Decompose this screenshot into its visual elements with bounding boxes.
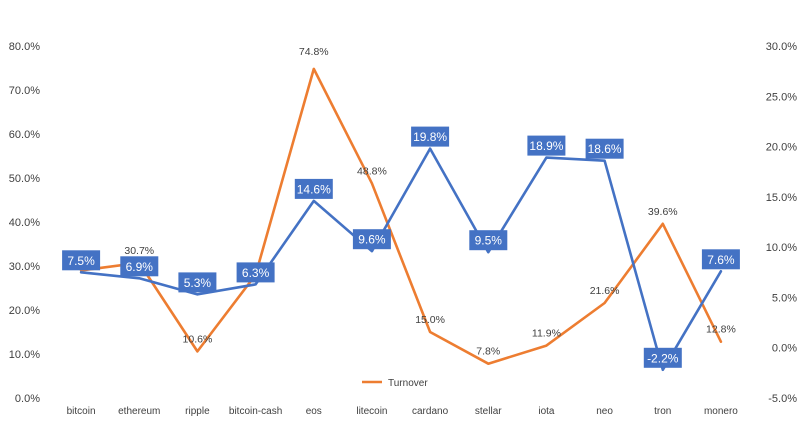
x-tick-label: bitcoin-cash bbox=[229, 406, 282, 417]
x-tick-label: ripple bbox=[185, 406, 210, 417]
y-right-tick-label: 25.0% bbox=[766, 91, 797, 103]
x-tick-label: litecoin bbox=[356, 406, 387, 417]
return-data-label-box bbox=[527, 135, 566, 156]
y-left-tick-label: 30.0% bbox=[9, 261, 40, 273]
return-data-label-box bbox=[585, 138, 624, 159]
turnover-data-label: 12.8% bbox=[706, 324, 736, 336]
turnover-data-label: 11.9% bbox=[532, 328, 561, 340]
return-data-label: 7.6% bbox=[707, 253, 735, 267]
x-tick-label: iota bbox=[538, 406, 555, 417]
turnover-data-label: 10.6% bbox=[183, 333, 213, 345]
x-tick-label: ethereum bbox=[118, 406, 160, 417]
return-data-label: 18.9% bbox=[529, 139, 563, 153]
return-data-label-box bbox=[352, 229, 391, 250]
x-tick-label: cardano bbox=[412, 406, 449, 417]
turnover-data-label: 7.8% bbox=[476, 346, 500, 358]
return-data-label: 19.8% bbox=[413, 130, 447, 144]
turnover-data-label: 74.8% bbox=[299, 46, 329, 58]
return-data-label-box bbox=[178, 272, 217, 293]
turnover-data-label: 21.6% bbox=[590, 285, 620, 297]
return-data-label-box bbox=[411, 126, 450, 147]
return-data-label: -2.2% bbox=[647, 351, 679, 365]
y-left-tick-label: 0.0% bbox=[15, 393, 40, 405]
turnover-data-label: 15.0% bbox=[415, 314, 445, 326]
return-data-label-box bbox=[236, 262, 275, 283]
return-data-label: 14.6% bbox=[297, 182, 331, 196]
turnover-line bbox=[79, 67, 723, 366]
turnover-data-label: 48.8% bbox=[357, 165, 387, 177]
return-data-label-box bbox=[120, 256, 159, 277]
turnover-data-label: 30.7% bbox=[124, 245, 154, 257]
return-data-label-box bbox=[294, 178, 333, 199]
y-left-tick-label: 60.0% bbox=[9, 129, 40, 141]
x-tick-label: bitcoin bbox=[67, 406, 96, 417]
return-data-label-box bbox=[469, 230, 508, 251]
y-right-tick-label: 10.0% bbox=[766, 242, 797, 254]
y-left-tick-label: 80.0% bbox=[9, 41, 40, 53]
x-tick-label: stellar bbox=[475, 406, 502, 417]
return-data-label: 6.3% bbox=[242, 266, 270, 280]
x-tick-label: monero bbox=[704, 406, 738, 417]
return-data-label: 9.5% bbox=[475, 234, 503, 248]
legend-label-turnover: Turnover bbox=[388, 378, 428, 389]
y-right-tick-label: 20.0% bbox=[766, 142, 797, 154]
y-right-tick-label: 0.0% bbox=[772, 343, 797, 355]
y-right-tick-label: 30.0% bbox=[766, 41, 797, 53]
x-tick-label: eos bbox=[306, 406, 322, 417]
y-left-tick-label: 50.0% bbox=[9, 173, 40, 185]
return-data-label-box bbox=[643, 347, 682, 368]
y-right-tick-label: -5.0% bbox=[768, 393, 797, 405]
return-data-label-box bbox=[701, 249, 740, 270]
return-data-label: 9.6% bbox=[358, 233, 386, 247]
y-right-tick-label: 5.0% bbox=[772, 292, 797, 304]
return-data-label: 6.9% bbox=[126, 260, 154, 274]
y-right-tick-label: 15.0% bbox=[766, 192, 797, 204]
return-data-label: 7.5% bbox=[67, 254, 95, 268]
x-tick-label: tron bbox=[654, 406, 671, 417]
y-left-tick-label: 10.0% bbox=[9, 349, 40, 361]
turnover-data-label: 39.6% bbox=[648, 206, 678, 218]
return-data-label-box bbox=[62, 250, 101, 271]
y-left-tick-label: 20.0% bbox=[9, 305, 40, 317]
return-data-label: 18.6% bbox=[588, 142, 622, 156]
x-tick-label: neo bbox=[596, 406, 613, 417]
y-left-tick-label: 40.0% bbox=[9, 217, 40, 229]
y-left-tick-label: 70.0% bbox=[9, 85, 40, 97]
return-data-label: 5.3% bbox=[184, 276, 212, 290]
